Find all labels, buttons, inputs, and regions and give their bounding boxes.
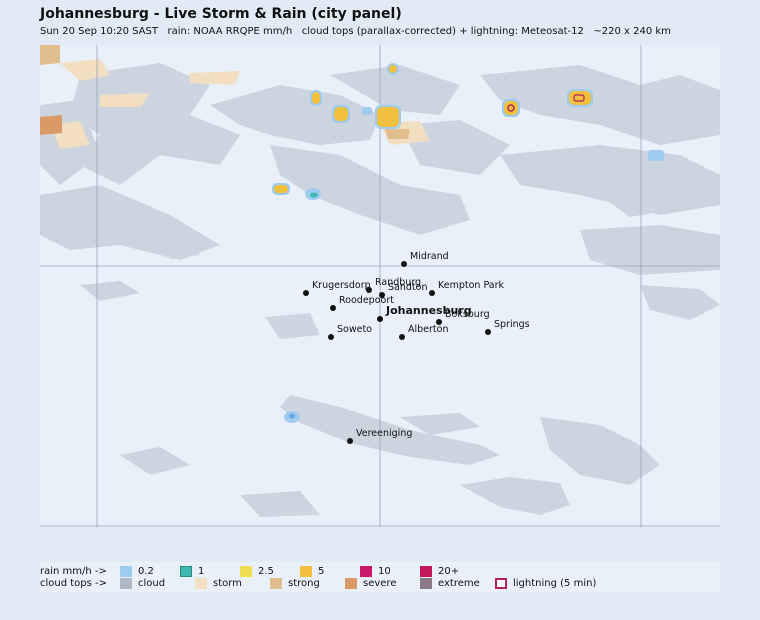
map-title: Johannesburg - Live Storm & Rain (city p…: [40, 6, 402, 22]
legend-rain-item: 5: [300, 566, 324, 577]
city-label: Alberton: [408, 324, 448, 335]
city-marker[interactable]: [485, 329, 491, 335]
city-label: Springs: [494, 319, 530, 330]
city-marker[interactable]: [401, 261, 407, 267]
legend-cloud-item: extreme: [420, 578, 480, 589]
legend-swatch: [120, 566, 132, 577]
legend-cloud-item: strong: [270, 578, 320, 589]
legend-swatch: [420, 578, 432, 589]
city-label: Krugersdorp: [312, 280, 371, 291]
cloud-cover-layer: [40, 63, 720, 517]
city-marker[interactable]: [328, 334, 334, 340]
city-marker[interactable]: [347, 438, 353, 444]
legend: rain mm/h -> cloud tops -> 0.2 1 2.5 5 1…: [40, 562, 720, 592]
legend-swatch: [345, 578, 357, 589]
rain-cell: [305, 188, 321, 200]
legend-rain-label: rain mm/h ->: [40, 566, 107, 577]
city-marker[interactable]: [399, 334, 405, 340]
legend-swatch: [360, 566, 372, 577]
city-marker[interactable]: [429, 290, 435, 296]
rain-cell: [375, 105, 401, 129]
city-label: Boksburg: [445, 309, 490, 320]
legend-cloud-label: cloud tops ->: [40, 578, 108, 589]
rain-cell: [648, 150, 664, 161]
legend-rain-item: 0.2: [120, 566, 154, 577]
city-marker[interactable]: [330, 305, 336, 311]
city-marker[interactable]: [366, 287, 372, 293]
rain-cell: [362, 107, 372, 115]
city-label: Midrand: [410, 251, 449, 262]
legend-swatch: [180, 566, 192, 577]
map-subtitle: Sun 20 Sep 10:20 SAST rain: NOAA RRQPE m…: [40, 26, 671, 37]
rain-cell: [272, 183, 290, 195]
rain-cell: [332, 105, 350, 123]
city-marker[interactable]: [377, 316, 383, 322]
legend-cloud-item: severe: [345, 578, 396, 589]
rain-cell: [567, 89, 593, 107]
city-label: Soweto: [337, 324, 372, 335]
city-label: Kempton Park: [438, 280, 504, 291]
legend-rain-item: 1: [180, 566, 204, 577]
city-label: Vereeniging: [356, 428, 412, 439]
rain-cell: [502, 99, 520, 117]
legend-rain-item: 20+: [420, 566, 459, 577]
legend-swatch: [420, 566, 432, 577]
legend-cloud-item: storm: [195, 578, 242, 589]
rain-cells-layer: [272, 63, 664, 423]
city-marker[interactable]: [379, 292, 385, 298]
city-label: Randburg: [375, 277, 421, 288]
city-marker[interactable]: [303, 290, 309, 296]
legend-rain-item: 10: [360, 566, 391, 577]
legend-swatch: [270, 578, 282, 589]
rain-cell: [387, 63, 399, 75]
rain-cell: [310, 90, 322, 106]
city-label: Johannesburg: [385, 304, 472, 317]
city-label: Roodepoort: [339, 295, 394, 306]
legend-swatch: [195, 578, 207, 589]
legend-swatch: [240, 566, 252, 577]
city-layer: Midrand Randburg Krugersdorp Sandton Kempton…: [303, 251, 530, 444]
legend-swatch: [120, 578, 132, 589]
legend-swatch: [300, 566, 312, 577]
legend-cloud-item: cloud: [120, 578, 165, 589]
map-canvas: Midrand Randburg Krugersdorp Sandton Kempton…: [40, 45, 720, 527]
legend-swatch: [495, 578, 507, 589]
legend-rain-item: 2.5: [240, 566, 274, 577]
map-panel[interactable]: Midrand Randburg Krugersdorp Sandton Kempton…: [40, 45, 720, 527]
city-label: Sandton: [388, 282, 427, 293]
legend-cloud-item: lightning (5 min): [495, 578, 596, 589]
city-marker[interactable]: [436, 319, 442, 325]
rain-cell: [284, 411, 300, 423]
